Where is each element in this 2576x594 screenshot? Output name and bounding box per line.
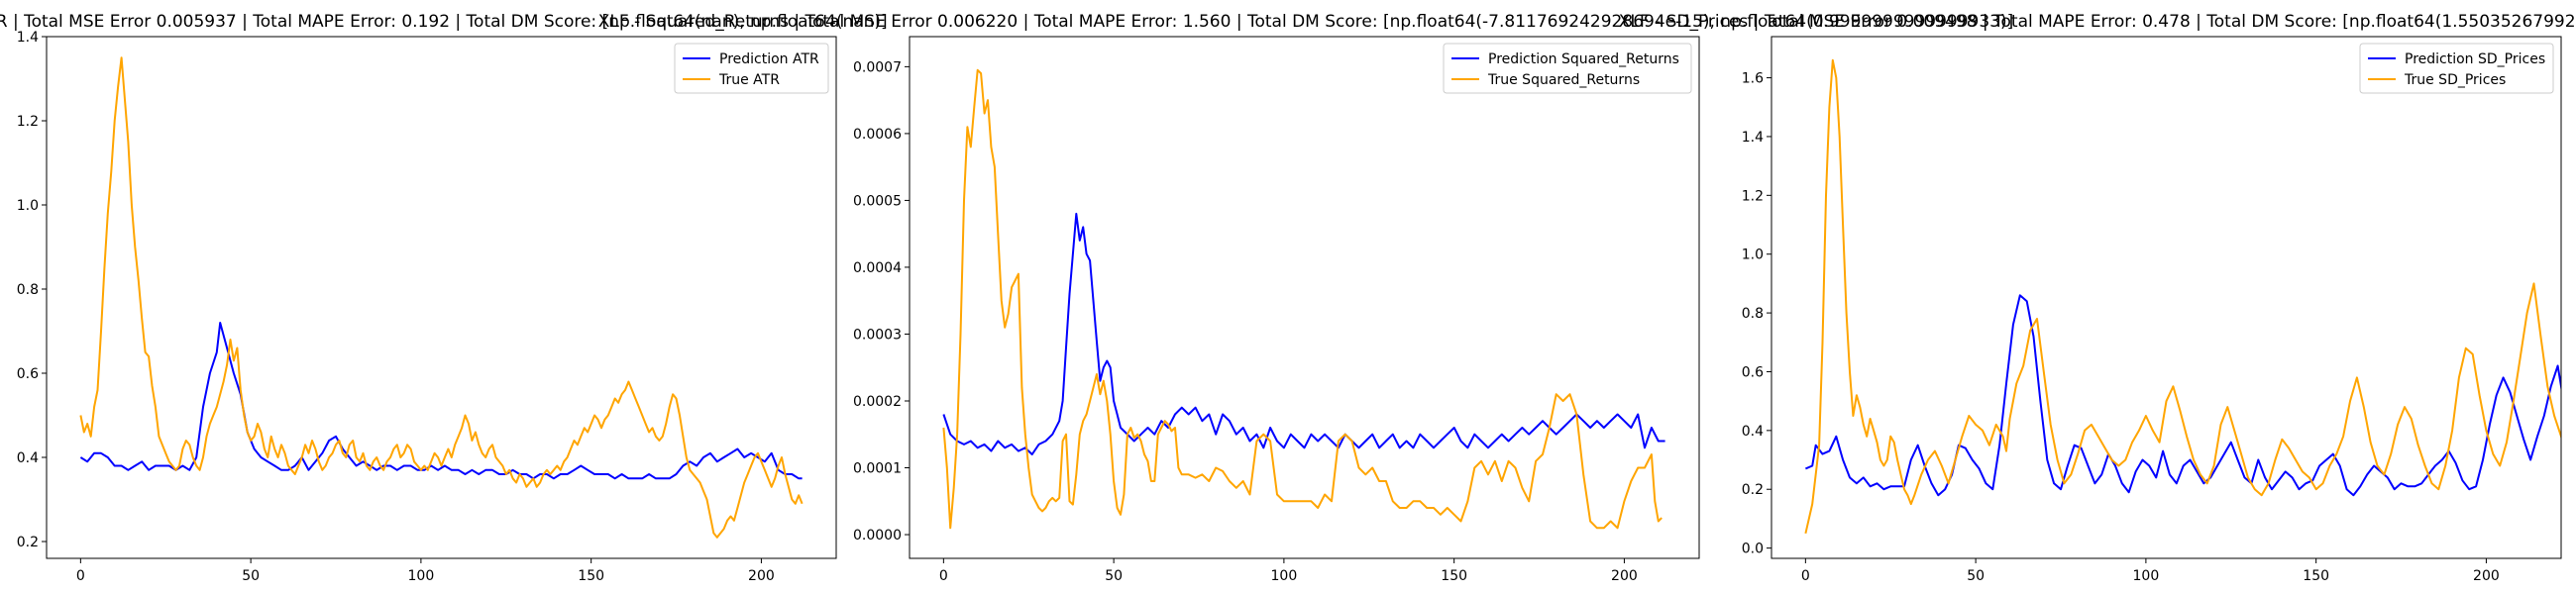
x-tick-label: 0 (76, 568, 85, 584)
series-line-true (1804, 58, 2561, 535)
series-line-prediction (79, 322, 803, 480)
x-tick-label: 200 (748, 568, 775, 584)
y-tick-label: 0.6 (17, 366, 39, 382)
y-tick-label: 0.8 (17, 282, 39, 298)
x-tick-label: 100 (1271, 568, 1298, 584)
x-tick-label: 50 (1967, 568, 1985, 584)
x-tick-label: 200 (1611, 568, 1638, 584)
x-tick-label: 50 (242, 568, 260, 584)
y-tick-label: 0.0006 (853, 127, 902, 143)
legend: Prediction ATR True ATR (674, 43, 829, 94)
legend: Prediction SD_Prices True SD_Prices (2359, 43, 2554, 94)
plot-frame (1771, 36, 2562, 559)
legend-label: Prediction Squared_Returns (1488, 51, 1679, 67)
y-tick-label: 1.6 (1742, 71, 1764, 87)
plot-frame (46, 36, 837, 559)
plot-frame (909, 36, 1700, 559)
series-line-prediction (942, 212, 1665, 455)
legend-box (1443, 43, 1692, 94)
x-tick-label: 50 (1105, 568, 1123, 584)
legend-box (674, 43, 829, 94)
y-tick-label: 0.0 (1742, 542, 1764, 557)
y-tick-label: 0.2 (17, 535, 39, 550)
chart-title: XLF - SD_Prices | Total MSE Error 0.0094… (1619, 12, 2576, 32)
chart-title: F - ATR | Total MSE Error 0.005937 | Tot… (0, 12, 888, 32)
y-tick-label: 0.0007 (853, 59, 902, 75)
chart-title: XLF - Squared_Returns | Total MSE Error … (598, 12, 2014, 32)
x-tick-label: 100 (408, 568, 435, 584)
series-line-prediction (1805, 294, 2561, 497)
axes-2: 0 50 100 150 200 0.0000 0.0001 0.0002 0.0003 0.00… (853, 36, 1700, 584)
y-tick-label: 1.2 (17, 114, 39, 130)
legend-label: Prediction SD_Prices (2405, 51, 2545, 67)
y-tick-label: 0.6 (1742, 364, 1764, 380)
y-tick-label: 1.0 (1742, 248, 1764, 263)
x-tick-label: 150 (578, 568, 604, 584)
legend-label: True Squared_Returns (1487, 72, 1640, 88)
axes-3: 0 50 100 150 200 0.0 0.2 0.4 0.6 0.8 1.0 1.2 1.4 1.6 P… (1742, 36, 2562, 584)
y-tick-label: 0.0000 (853, 528, 902, 544)
legend: Prediction Squared_Returns True Squared_R… (1443, 43, 1692, 94)
legend-box (2359, 43, 2554, 94)
legend-label: True ATR (718, 72, 780, 88)
y-tick-label: 0.0005 (853, 193, 902, 209)
series-line-true (942, 68, 1663, 530)
legend-label: Prediction ATR (719, 51, 819, 67)
axes-1: 0 50 100 150 200 0.2 0.4 0.6 0.8 1.0 1.2 1.4 Predict… (17, 30, 837, 584)
x-tick-label: 150 (1441, 568, 1467, 584)
titles-layer: F - ATR | Total MSE Error 0.005937 | Tot… (0, 12, 2576, 32)
x-tick-label: 100 (2133, 568, 2160, 584)
x-tick-label: 0 (1801, 568, 1810, 584)
y-tick-label: 1.4 (1742, 130, 1764, 146)
y-tick-label: 0.4 (17, 450, 39, 466)
y-tick-label: 1.0 (17, 198, 39, 214)
series-line-true (79, 56, 804, 539)
y-tick-label: 1.2 (1742, 188, 1764, 204)
y-tick-label: 0.8 (1742, 306, 1764, 322)
y-tick-label: 0.0002 (853, 394, 902, 410)
y-tick-label: 0.0001 (853, 461, 902, 477)
y-tick-label: 0.0004 (853, 260, 902, 276)
legend-label: True SD_Prices (2404, 72, 2506, 88)
x-tick-label: 0 (939, 568, 948, 584)
y-tick-label: 0.0003 (853, 327, 902, 343)
x-tick-label: 200 (2473, 568, 2500, 584)
y-tick-label: 0.4 (1742, 424, 1764, 440)
x-tick-label: 150 (2303, 568, 2329, 584)
y-tick-label: 1.4 (17, 30, 39, 46)
y-tick-label: 0.2 (1742, 482, 1764, 498)
